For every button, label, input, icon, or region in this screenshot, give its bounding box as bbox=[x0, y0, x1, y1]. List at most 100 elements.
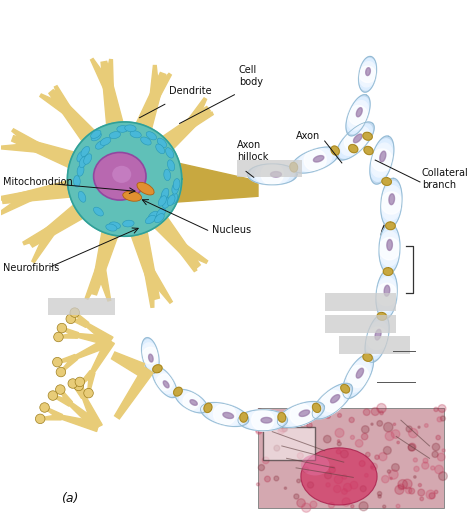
FancyBboxPatch shape bbox=[258, 408, 444, 508]
Circle shape bbox=[383, 423, 393, 432]
FancyBboxPatch shape bbox=[263, 427, 315, 460]
Circle shape bbox=[337, 442, 341, 446]
Circle shape bbox=[297, 453, 303, 459]
Polygon shape bbox=[190, 400, 197, 405]
Polygon shape bbox=[111, 352, 145, 376]
Circle shape bbox=[414, 476, 416, 478]
Polygon shape bbox=[348, 106, 368, 125]
Circle shape bbox=[359, 460, 365, 467]
Polygon shape bbox=[359, 66, 376, 82]
Polygon shape bbox=[142, 347, 158, 363]
Circle shape bbox=[426, 490, 435, 499]
Polygon shape bbox=[40, 414, 61, 420]
Polygon shape bbox=[359, 62, 376, 87]
Polygon shape bbox=[12, 135, 78, 169]
Polygon shape bbox=[347, 101, 369, 130]
Circle shape bbox=[435, 465, 443, 474]
Polygon shape bbox=[96, 267, 110, 301]
Circle shape bbox=[294, 494, 299, 499]
Circle shape bbox=[362, 426, 369, 433]
Polygon shape bbox=[380, 151, 386, 162]
Polygon shape bbox=[331, 146, 339, 155]
Ellipse shape bbox=[75, 377, 85, 387]
Polygon shape bbox=[375, 329, 381, 340]
Circle shape bbox=[297, 404, 306, 413]
Polygon shape bbox=[321, 391, 343, 412]
Ellipse shape bbox=[53, 358, 62, 367]
Circle shape bbox=[434, 490, 438, 493]
Ellipse shape bbox=[141, 137, 151, 145]
Ellipse shape bbox=[156, 208, 166, 217]
Polygon shape bbox=[381, 181, 402, 225]
Polygon shape bbox=[173, 387, 182, 396]
Ellipse shape bbox=[93, 152, 146, 200]
Polygon shape bbox=[0, 192, 33, 215]
Circle shape bbox=[257, 419, 263, 425]
Circle shape bbox=[361, 434, 368, 440]
Circle shape bbox=[264, 418, 267, 421]
Ellipse shape bbox=[164, 169, 171, 181]
Polygon shape bbox=[382, 177, 392, 185]
Circle shape bbox=[371, 407, 379, 415]
Circle shape bbox=[256, 428, 262, 434]
Polygon shape bbox=[78, 371, 94, 386]
Polygon shape bbox=[149, 354, 153, 362]
Text: Dendrite: Dendrite bbox=[169, 86, 212, 96]
Polygon shape bbox=[356, 368, 364, 378]
Ellipse shape bbox=[155, 214, 164, 223]
Circle shape bbox=[442, 449, 445, 452]
Polygon shape bbox=[67, 122, 182, 236]
Circle shape bbox=[380, 411, 383, 415]
Polygon shape bbox=[347, 365, 369, 387]
Polygon shape bbox=[150, 66, 160, 96]
Polygon shape bbox=[104, 59, 113, 89]
Polygon shape bbox=[284, 403, 318, 426]
Circle shape bbox=[356, 439, 363, 447]
Polygon shape bbox=[383, 268, 393, 276]
Polygon shape bbox=[384, 285, 390, 296]
Polygon shape bbox=[366, 68, 370, 76]
Polygon shape bbox=[379, 227, 400, 270]
Polygon shape bbox=[290, 404, 312, 425]
Polygon shape bbox=[145, 271, 154, 307]
Circle shape bbox=[336, 449, 341, 454]
Polygon shape bbox=[62, 327, 79, 338]
Ellipse shape bbox=[123, 191, 142, 201]
Polygon shape bbox=[142, 343, 159, 368]
Polygon shape bbox=[336, 122, 374, 160]
Circle shape bbox=[258, 465, 264, 471]
Polygon shape bbox=[314, 385, 350, 417]
Circle shape bbox=[334, 475, 343, 484]
Polygon shape bbox=[363, 353, 372, 361]
Circle shape bbox=[324, 435, 331, 443]
Polygon shape bbox=[241, 410, 284, 430]
Ellipse shape bbox=[109, 132, 120, 139]
Ellipse shape bbox=[91, 132, 101, 141]
Polygon shape bbox=[201, 403, 249, 426]
Polygon shape bbox=[0, 191, 31, 201]
Ellipse shape bbox=[172, 183, 179, 194]
Ellipse shape bbox=[158, 196, 166, 206]
Ellipse shape bbox=[84, 154, 91, 164]
Polygon shape bbox=[318, 387, 347, 415]
Ellipse shape bbox=[137, 182, 154, 195]
FancyBboxPatch shape bbox=[48, 298, 115, 316]
Circle shape bbox=[402, 479, 412, 489]
Circle shape bbox=[418, 489, 425, 496]
FancyBboxPatch shape bbox=[339, 337, 410, 353]
Polygon shape bbox=[101, 61, 124, 129]
Ellipse shape bbox=[77, 151, 85, 162]
Polygon shape bbox=[159, 107, 210, 152]
Polygon shape bbox=[312, 383, 353, 419]
Polygon shape bbox=[366, 327, 388, 349]
Ellipse shape bbox=[301, 448, 377, 505]
Ellipse shape bbox=[56, 368, 66, 377]
Polygon shape bbox=[277, 402, 324, 427]
Circle shape bbox=[365, 453, 370, 457]
Polygon shape bbox=[240, 413, 247, 422]
Polygon shape bbox=[130, 227, 159, 300]
Ellipse shape bbox=[78, 192, 86, 202]
Text: Axon: Axon bbox=[296, 131, 320, 141]
Ellipse shape bbox=[148, 211, 158, 220]
Ellipse shape bbox=[55, 385, 65, 394]
